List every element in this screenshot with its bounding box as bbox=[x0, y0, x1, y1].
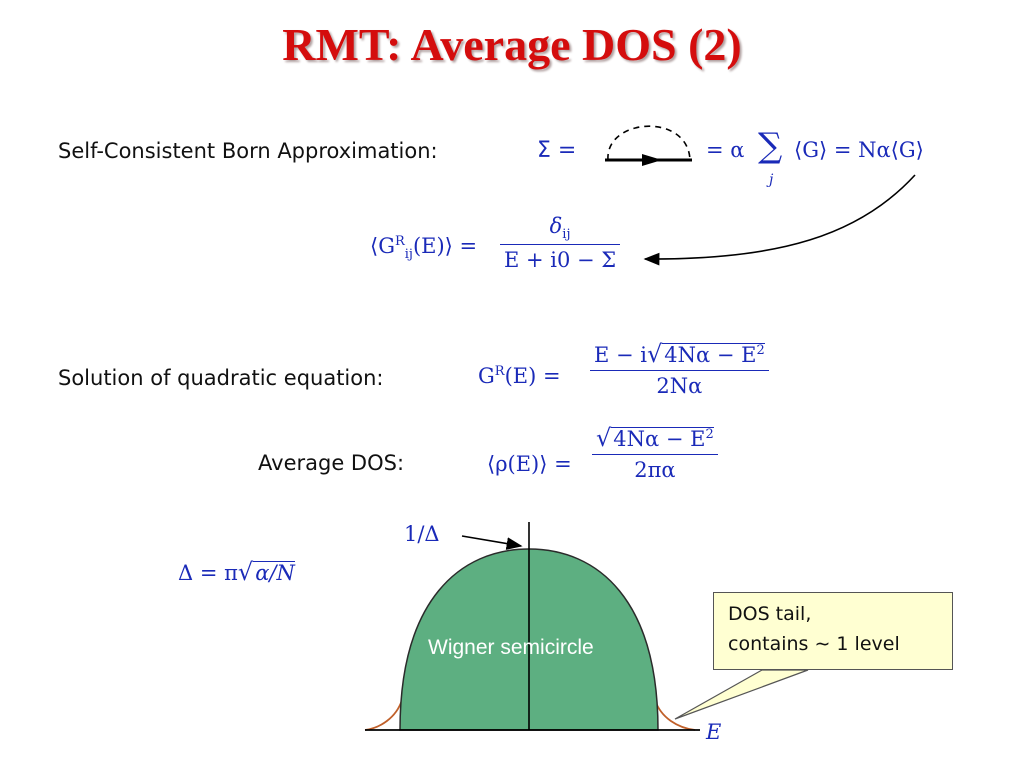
quadratic-label: Solution of quadratic equation: bbox=[58, 366, 384, 390]
energy-axis-label: E bbox=[706, 720, 722, 744]
scba-sigma: Σ = bbox=[537, 138, 577, 163]
scba-sum-equation: = α bbox=[706, 138, 745, 162]
feynman-dashed-arc bbox=[607, 125, 691, 161]
feynman-arrow-head bbox=[642, 154, 662, 166]
delta-definition: Δ = π√α/N bbox=[178, 558, 295, 586]
avg-dos-fraction: √4Nα − E2 2πα bbox=[592, 424, 718, 482]
semicircle-label: Wigner semicircle bbox=[428, 636, 594, 659]
quadratic-fraction: E − i√4Nα − E2 2Nα bbox=[590, 340, 769, 398]
sum-index: j bbox=[769, 172, 774, 188]
scba-label: Self-Consistent Born Approximation: bbox=[58, 139, 438, 163]
peak-label: 1/Δ bbox=[404, 522, 440, 546]
green-average-fraction: δij E + i0 − Σ bbox=[500, 214, 621, 272]
dos-tail-right bbox=[654, 699, 696, 731]
slide-title: RMT: Average DOS (2) bbox=[282, 19, 742, 70]
callout-line-1: DOS tail, bbox=[728, 603, 812, 625]
scba-rhs: ⟨G⟩ = Nα⟨G⟩ bbox=[794, 138, 924, 162]
quadratic-lhs: GR(E) = bbox=[478, 364, 561, 388]
callout-line-2: contains ∼ 1 level bbox=[728, 633, 900, 655]
avg-dos-lhs: ⟨ρ(E)⟩ = bbox=[487, 452, 572, 476]
callout-tail bbox=[674, 669, 809, 720]
dos-tail-callout: DOS tail, contains ∼ 1 level bbox=[713, 592, 953, 670]
sum-symbol: ∑ bbox=[758, 126, 783, 166]
avg-dos-label: Average DOS: bbox=[258, 451, 405, 475]
green-average-lhs: ⟨GRij(E)⟩ = bbox=[370, 234, 478, 263]
peak-pointer-arrow bbox=[461, 535, 523, 550]
dos-tail-left bbox=[364, 699, 403, 731]
curved-arrow bbox=[643, 174, 916, 266]
